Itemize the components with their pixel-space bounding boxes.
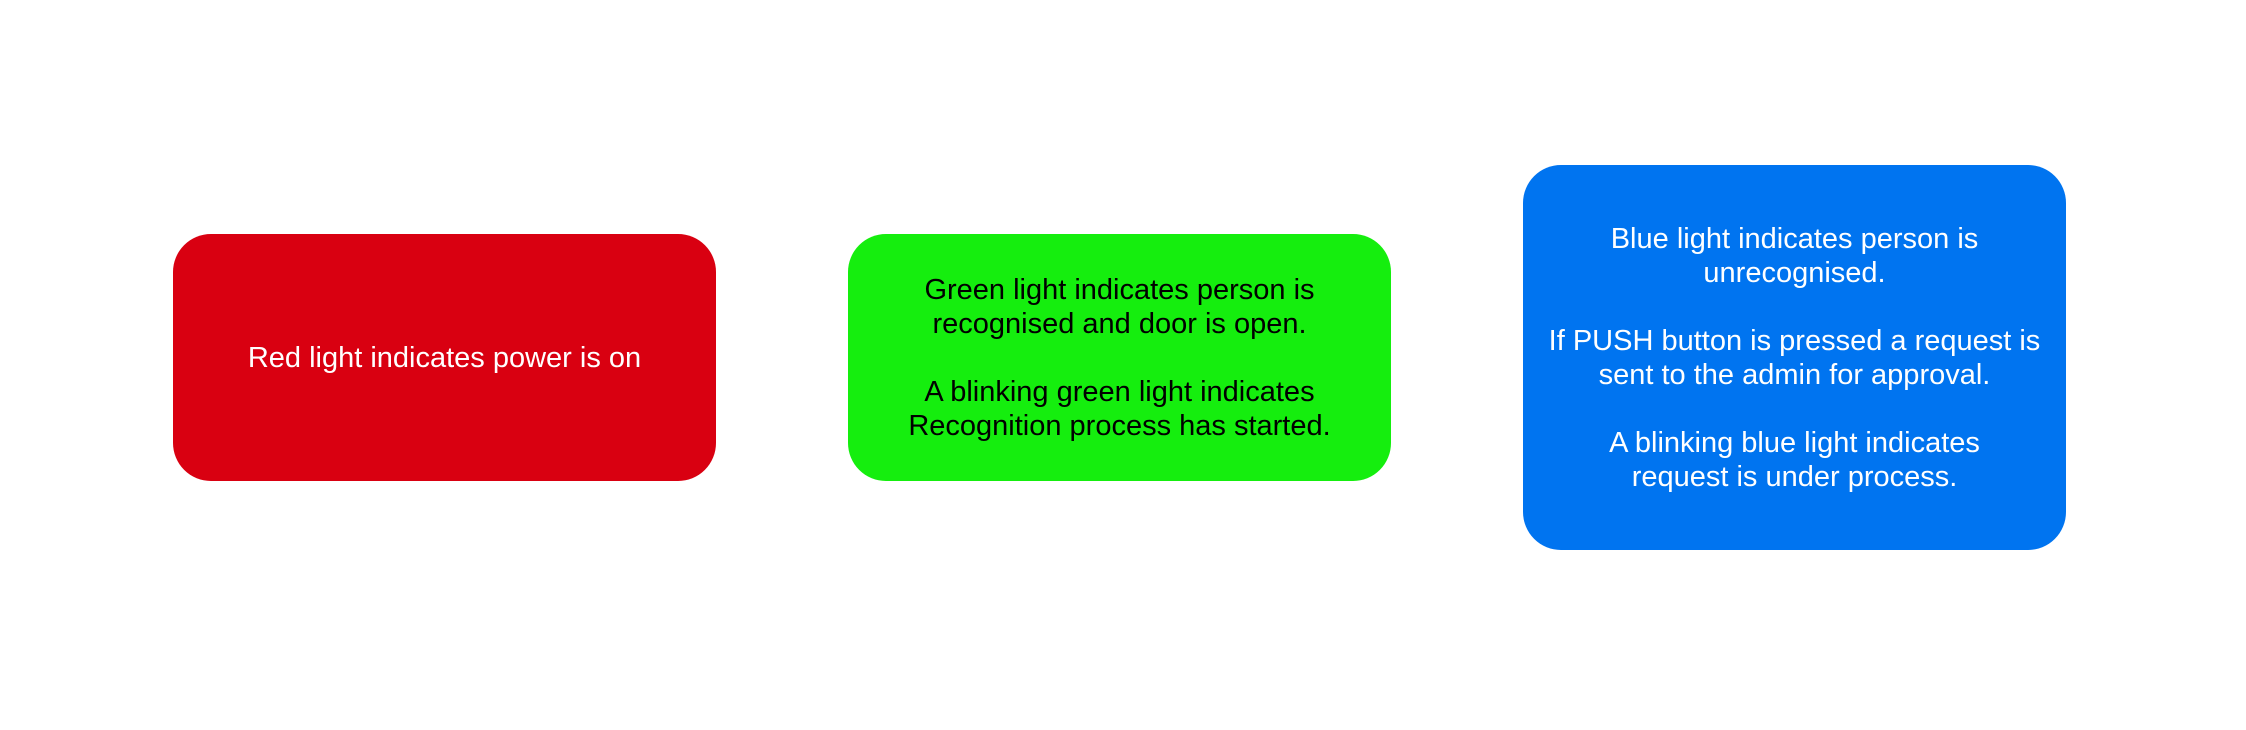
blue-light-description: Blue light indicates person is unrecogni… (1610, 222, 1979, 289)
red-light-description: Red light indicates power is on (247, 341, 642, 374)
red-light-card: Red light indicates power is on (173, 234, 716, 481)
green-blinking-description: A blinking green light indicates Recogni… (908, 375, 1331, 442)
blue-blinking-description: A blinking blue light indicates request … (1609, 426, 1980, 493)
push-button-description: If PUSH button is pressed a request is s… (1548, 324, 2041, 391)
green-light-card: Green light indicates person is recognis… (848, 234, 1391, 481)
blue-light-card: Blue light indicates person is unrecogni… (1523, 165, 2066, 550)
green-light-description: Green light indicates person is recognis… (924, 273, 1315, 340)
